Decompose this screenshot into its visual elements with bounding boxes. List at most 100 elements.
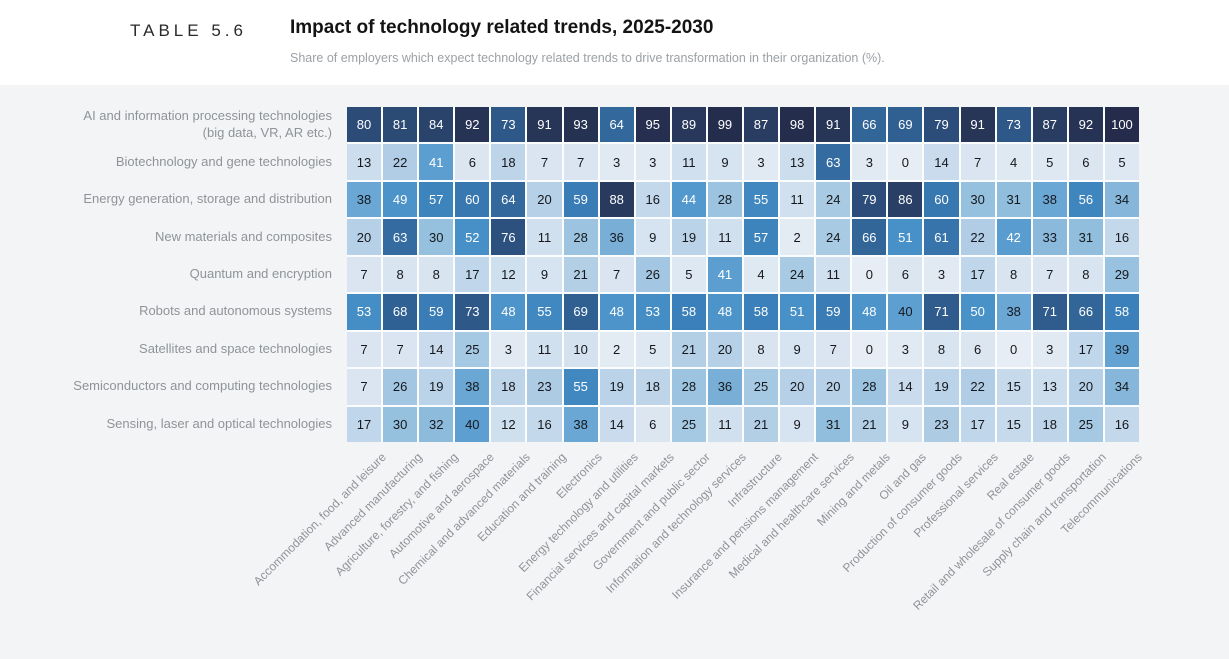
heatmap-cell: 20 <box>1068 369 1103 405</box>
heatmap-cell: 15 <box>996 406 1031 442</box>
heatmap-cell: 9 <box>635 219 670 255</box>
row-label-slot: AI and information processing technologi… <box>0 107 340 142</box>
heatmap-cell: 14 <box>599 406 634 442</box>
heatmap-cell: 55 <box>563 369 598 405</box>
heatmap-cell: 59 <box>563 181 598 218</box>
heatmap-cell: 3 <box>888 331 923 368</box>
heatmap-cell: 8 <box>383 256 418 293</box>
heatmap-cell: 6 <box>960 331 995 368</box>
heatmap-cell: 11 <box>527 219 562 255</box>
heatmap-cell: 18 <box>491 369 526 405</box>
heatmap-cell: 28 <box>852 369 887 405</box>
heatmap-cell: 6 <box>635 406 670 442</box>
heatmap-cell: 87 <box>1032 107 1067 143</box>
heatmap-cell: 19 <box>924 369 959 405</box>
row-label: Energy generation, storage and distribut… <box>83 191 332 207</box>
heatmap-cell: 8 <box>996 256 1031 293</box>
heatmap-cell: 21 <box>852 406 887 442</box>
heatmap-cell: 79 <box>924 107 959 143</box>
heatmap-cell: 7 <box>1032 256 1067 293</box>
heatmap-cell: 87 <box>743 107 779 143</box>
heatmap-cell: 7 <box>347 256 382 293</box>
heatmap-cell: 20 <box>527 181 562 218</box>
heatmap-cell: 63 <box>816 144 851 180</box>
heatmap-cell: 60 <box>455 181 490 218</box>
heatmap-cell: 51 <box>888 219 923 255</box>
heatmap-cell: 99 <box>707 107 742 143</box>
heatmap-cell: 58 <box>1104 294 1139 330</box>
heatmap-cell: 73 <box>455 294 490 330</box>
heatmap-cell: 20 <box>780 369 815 405</box>
heatmap-cell: 31 <box>816 406 851 442</box>
heatmap-cell: 11 <box>671 144 706 180</box>
heatmap-cell: 7 <box>816 331 851 368</box>
table-subtitle: Share of employers which expect technolo… <box>290 51 885 65</box>
heatmap-cell: 19 <box>419 369 454 405</box>
heatmap-cell: 14 <box>419 331 454 368</box>
heatmap-cell: 84 <box>419 107 454 143</box>
heatmap-cell: 50 <box>960 294 995 330</box>
heatmap-cell: 24 <box>780 256 815 293</box>
heatmap-cell: 92 <box>455 107 490 143</box>
heatmap-cell: 3 <box>635 144 670 180</box>
heatmap-cell: 9 <box>707 144 742 180</box>
heatmap-cell: 18 <box>1032 406 1067 442</box>
heatmap-cell: 25 <box>671 406 706 442</box>
heatmap-cell: 10 <box>563 331 598 368</box>
heatmap-cell: 13 <box>780 144 815 180</box>
heatmap-cell: 25 <box>743 369 779 405</box>
heatmap-cell: 11 <box>707 219 742 255</box>
heatmap-cell: 13 <box>1032 369 1067 405</box>
heatmap-cell: 16 <box>635 181 670 218</box>
heatmap-cell: 42 <box>996 219 1031 255</box>
row-label: AI and information processing technologi… <box>83 107 332 140</box>
heatmap-cell: 20 <box>707 331 742 368</box>
heatmap-cell: 44 <box>671 181 706 218</box>
heatmap-column-labels: Accommodation, food, and leisure Advanced… <box>0 442 1229 659</box>
heatmap-cell: 23 <box>924 406 959 442</box>
heatmap-cell: 93 <box>563 107 598 143</box>
heatmap-cell: 58 <box>671 294 706 330</box>
heatmap-cell: 24 <box>816 181 851 218</box>
row-label: Quantum and encryption <box>189 266 332 282</box>
heatmap-cell: 17 <box>960 256 995 293</box>
heatmap-cell: 17 <box>960 406 995 442</box>
heatmap-cell: 21 <box>671 331 706 368</box>
heatmap-cell: 19 <box>671 219 706 255</box>
heatmap-cell: 48 <box>852 294 887 330</box>
heatmap-cell: 51 <box>780 294 815 330</box>
row-label: Satellites and space technologies <box>139 340 332 356</box>
heatmap-cell: 91 <box>816 107 851 143</box>
heatmap-cell: 34 <box>1104 181 1139 218</box>
heatmap-cell: 30 <box>383 406 418 442</box>
heatmap-cell: 6 <box>1068 144 1103 180</box>
heatmap-cell: 18 <box>635 369 670 405</box>
heatmap-cell: 11 <box>816 256 851 293</box>
row-label-slot: Semiconductors and computing technologie… <box>0 369 340 404</box>
heatmap-cell: 86 <box>888 181 923 218</box>
heatmap-cell: 7 <box>347 331 382 368</box>
heatmap-cell: 2 <box>599 331 634 368</box>
heatmap-cell: 89 <box>671 107 706 143</box>
row-label: Semiconductors and computing technologie… <box>73 378 332 394</box>
heatmap-cell: 14 <box>888 369 923 405</box>
row-label-slot: Energy generation, storage and distribut… <box>0 182 340 217</box>
heatmap-row-labels: AI and information processing technologi… <box>0 107 340 442</box>
heatmap-cell: 0 <box>888 144 923 180</box>
heatmap-cell: 48 <box>599 294 634 330</box>
heatmap-cell: 21 <box>743 406 779 442</box>
table-title: Impact of technology related trends, 202… <box>290 17 714 38</box>
heatmap-cell: 22 <box>383 144 418 180</box>
heatmap-cell: 57 <box>419 181 454 218</box>
heatmap-cell: 56 <box>1068 181 1103 218</box>
heatmap-cell: 19 <box>599 369 634 405</box>
heatmap-cell: 13 <box>347 144 382 180</box>
heatmap-cell: 15 <box>996 369 1031 405</box>
heatmap-cell: 11 <box>780 181 815 218</box>
heatmap-cell: 23 <box>527 369 562 405</box>
heatmap-cell: 9 <box>780 406 815 442</box>
heatmap-cell: 16 <box>1104 406 1139 442</box>
heatmap-cell: 6 <box>455 144 490 180</box>
heatmap-cell: 17 <box>347 406 382 442</box>
heatmap-cell: 4 <box>996 144 1031 180</box>
